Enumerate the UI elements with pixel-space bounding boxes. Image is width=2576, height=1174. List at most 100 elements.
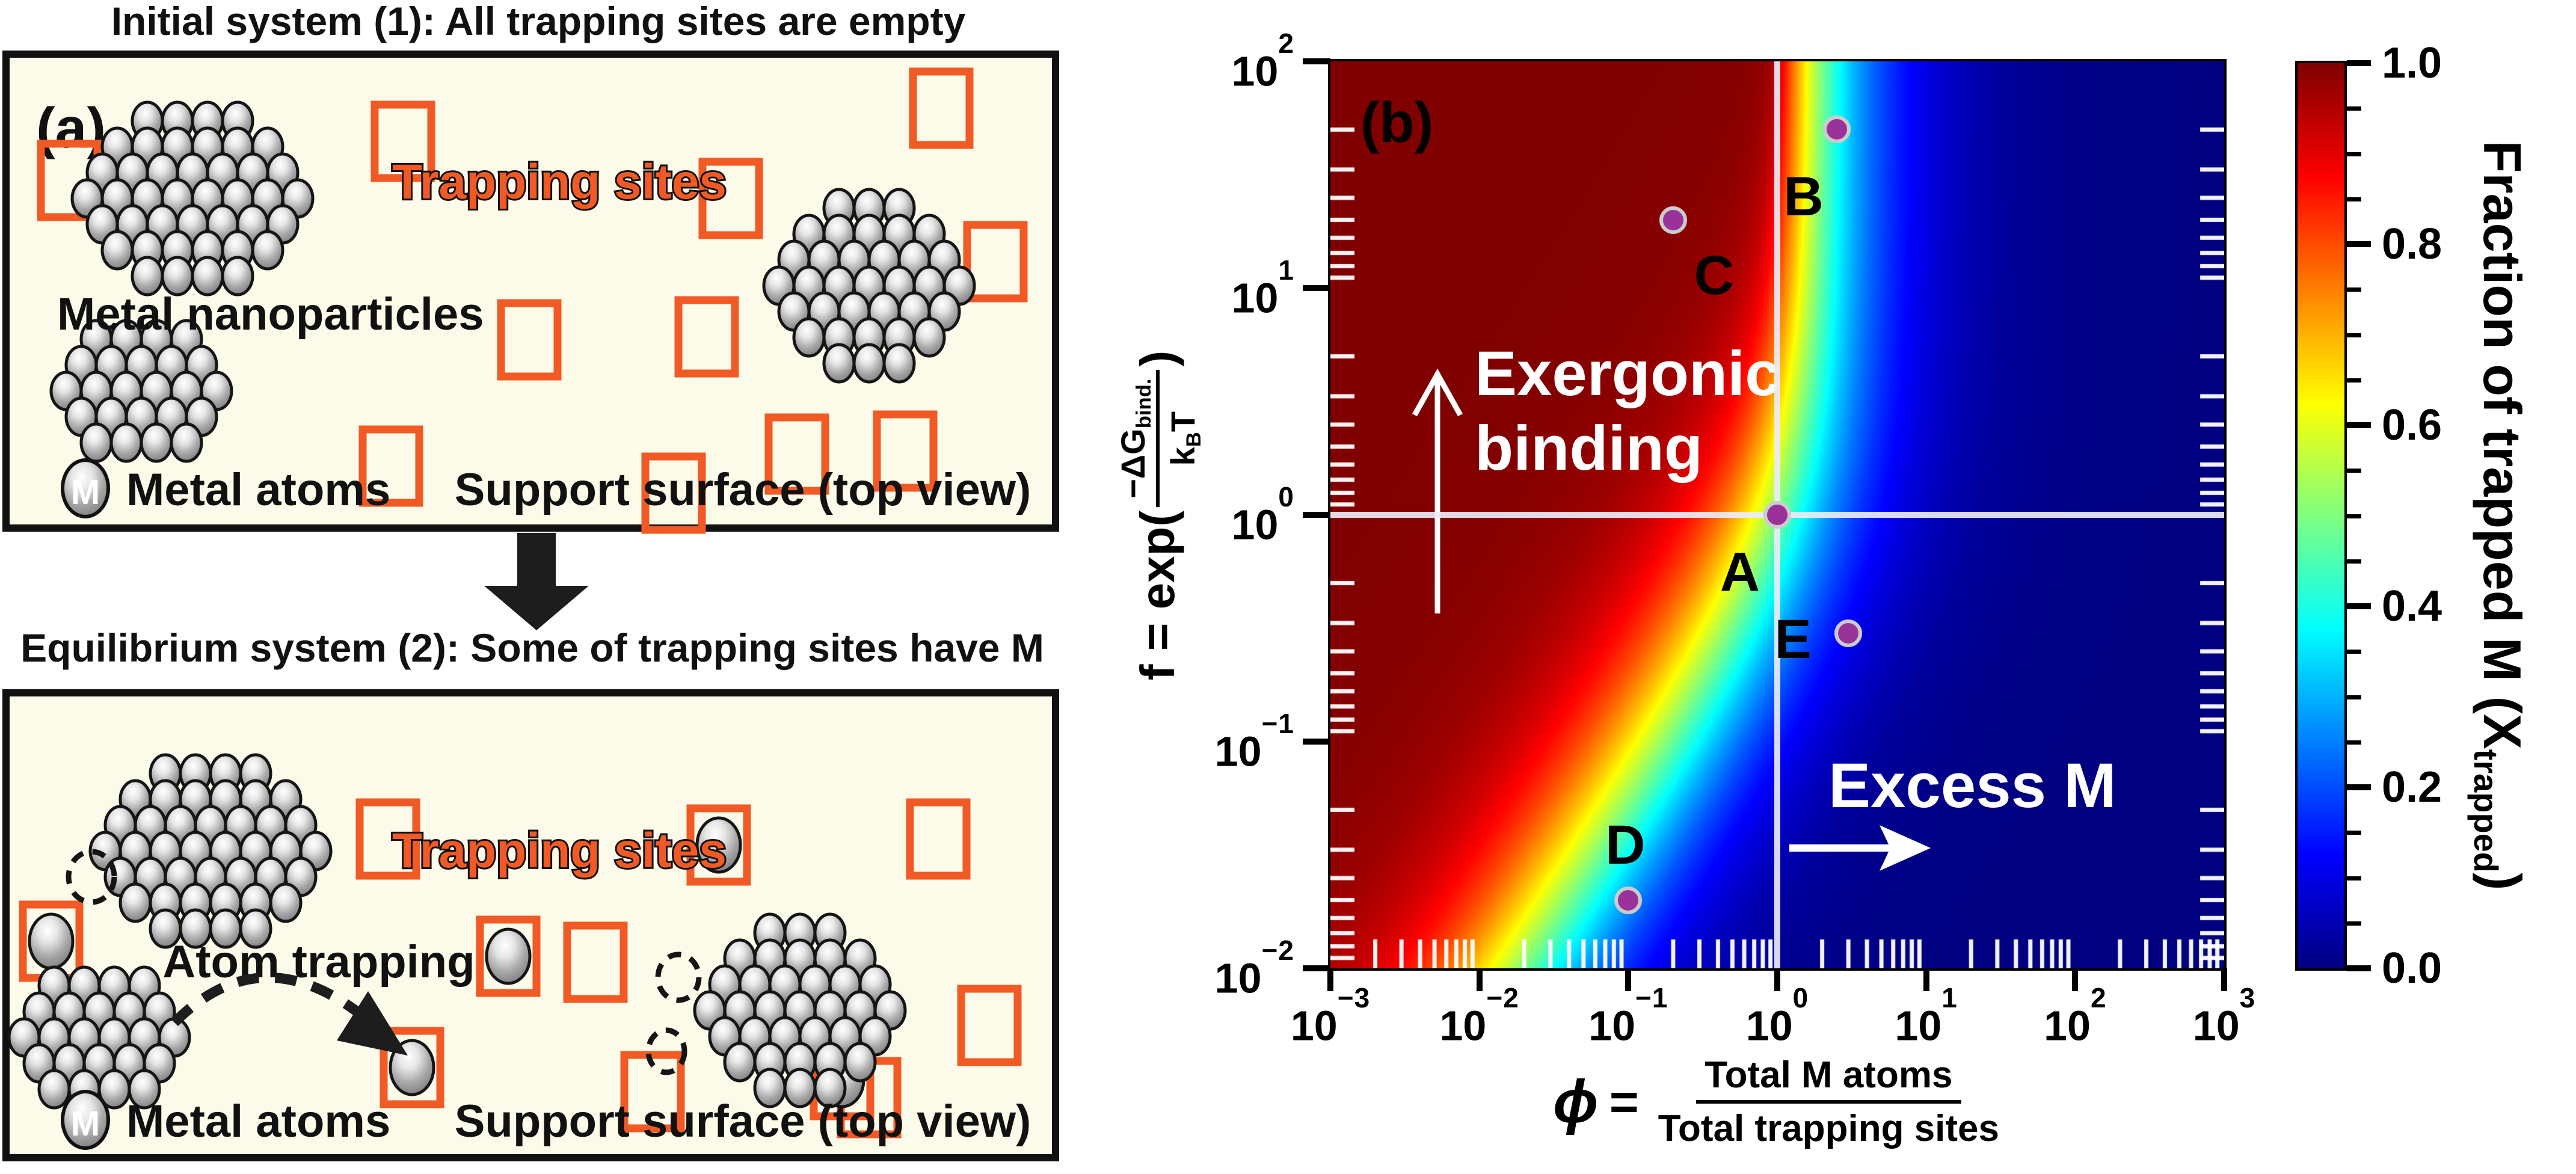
y-tick-label: 100 — [1231, 481, 1294, 549]
detaching-atom-dashed-circles — [66, 849, 702, 1075]
trapping-site-empty — [873, 410, 938, 492]
exergonic-up-arrow — [1412, 368, 1463, 613]
colorbar-major-tick — [2347, 422, 2371, 428]
x-tick-label: 10−2 — [1439, 982, 1519, 1050]
y-axis-title: f = exp( −ΔGbind. kBT ) — [1113, 350, 1205, 681]
metal-atom — [170, 422, 203, 463]
x-tick-label: 103 — [2192, 982, 2256, 1050]
metal-atom — [79, 422, 113, 463]
colorbar-minor-tick — [2347, 650, 2361, 654]
colorbar-minor-tick — [2347, 559, 2361, 564]
x-tick-label: 100 — [1745, 982, 1809, 1050]
point-label-C: C — [1694, 244, 1735, 306]
metal-atom — [792, 317, 826, 358]
x-title-denominator: Total trapping sites — [1658, 1108, 2000, 1149]
trapping-site-empty — [906, 798, 971, 880]
point-marker-A — [1763, 501, 1791, 529]
colorbar-major-tick — [2347, 60, 2371, 66]
metal-atoms-label-equilibrium: Metal atoms — [126, 1096, 390, 1147]
colorbar-title-suffix: ) — [2473, 873, 2532, 891]
atom-trapping-dashed-arrow — [170, 972, 408, 1056]
trapping-site-empty — [563, 921, 628, 1003]
metal-atoms-label-initial: Metal atoms — [126, 464, 390, 515]
metal-atom — [723, 1042, 757, 1083]
x-major-tick — [1625, 968, 1632, 991]
exergonic-line2: binding — [1475, 413, 1703, 484]
metal-nanoparticles-label: Metal nanoparticles — [57, 289, 484, 340]
colorbar-minor-tick — [2347, 197, 2361, 201]
colorbar-minor-tick — [2347, 514, 2361, 518]
y-major-tick — [1303, 965, 1330, 971]
point-label-E: E — [1774, 609, 1812, 671]
x-tick-label: 101 — [1895, 982, 1958, 1050]
y-major-tick — [1303, 739, 1330, 745]
trapping-site-empty — [641, 452, 706, 534]
colorbar-tick-label: 0.0 — [2382, 944, 2442, 992]
colorbar-minor-tick — [2347, 695, 2361, 699]
trapping-site-empty — [355, 798, 420, 880]
trapping-site-empty — [963, 221, 1028, 303]
metal-atom — [822, 343, 856, 384]
colorbar-major-tick — [2347, 965, 2371, 971]
equals-sign: = — [1609, 1073, 1639, 1130]
metal-atom — [140, 422, 173, 463]
support-surface-label-equilibrium: Support surface (top view) — [455, 1096, 1031, 1147]
metal-atom — [109, 422, 143, 463]
metal-atom-legend-icon — [61, 1090, 110, 1150]
trapping-site-empty — [370, 100, 435, 182]
metal-atom — [239, 908, 272, 949]
metal-atom — [128, 1069, 161, 1110]
y-title-prefix: f = exp( — [1131, 510, 1184, 681]
colorbar-minor-tick — [2347, 378, 2361, 383]
metal-atom — [28, 912, 75, 970]
metal-atom — [100, 230, 134, 271]
metal-atom — [118, 882, 152, 923]
y-major-tick — [1303, 512, 1330, 518]
excess-m-annotation: Excess M — [1828, 751, 2116, 821]
colorbar-tick-label: 0.8 — [2382, 220, 2442, 268]
metal-atom — [912, 317, 946, 358]
x-tick-label: 10−3 — [1290, 982, 1371, 1050]
trapping-site-empty — [909, 67, 974, 149]
trapping-sites-empty-group — [37, 67, 1028, 534]
x-major-tick — [1923, 968, 1929, 991]
atom-trapping-label: Atom trapping — [162, 936, 475, 988]
trapping-sites-equilibrium-group — [19, 798, 1022, 1139]
x-title-numerator: Total M atoms — [1696, 1054, 1961, 1104]
y-tick-label: 10−1 — [1214, 708, 1294, 775]
trapping-sites-label-equilibrium: Trapping sites — [392, 823, 727, 878]
nanoparticle-clusters-initial — [49, 100, 976, 463]
detaching-atom-outline — [655, 951, 702, 1003]
trapping-site-empty — [674, 296, 739, 378]
colorbar-minor-tick — [2347, 876, 2361, 880]
excess-m-right-arrow — [1789, 825, 1931, 871]
x-axis-title: ϕ = Total M atoms Total trapping sites — [1437, 1054, 2123, 1150]
metal-atom — [882, 343, 916, 384]
colorbar-minor-tick — [2347, 152, 2361, 156]
point-marker-E — [1834, 619, 1863, 648]
y-tick-label: 10−2 — [1214, 935, 1294, 1002]
y-title-den-sub: B — [1182, 432, 1205, 447]
y-title-num: −ΔG — [1114, 428, 1152, 499]
x-major-tick — [2072, 968, 2079, 991]
y-tick-label: 102 — [1231, 28, 1294, 95]
detaching-atom-outline — [66, 849, 117, 905]
colorbar-tick-label: 0.4 — [2382, 582, 2442, 630]
x-major-tick — [1327, 968, 1333, 991]
colorbar-tick-label: 0.6 — [2382, 401, 2442, 449]
colorbar-minor-tick — [2347, 921, 2361, 926]
nanoparticle-clusters-equilibrium — [7, 753, 907, 1110]
exergonic-binding-annotation: Exergonic binding — [1475, 337, 1780, 486]
y-title-suffix: ) — [1131, 350, 1184, 367]
colorbar-major-tick — [2347, 603, 2371, 609]
trapping-site-empty — [764, 413, 829, 495]
detaching-atom-outline — [645, 1027, 687, 1075]
phi-symbol: ϕ — [1552, 1068, 1599, 1136]
y-title-num-sub: bind. — [1132, 378, 1155, 429]
colorbar-minor-tick — [2347, 740, 2361, 745]
colorbar-title-prefix: Fraction of trapped M (X — [2473, 140, 2532, 749]
metal-atom — [813, 1068, 847, 1108]
trapping-site-empty — [497, 299, 562, 381]
colorbar-major-tick — [2347, 784, 2371, 790]
trapping-site-empty — [620, 1051, 685, 1133]
